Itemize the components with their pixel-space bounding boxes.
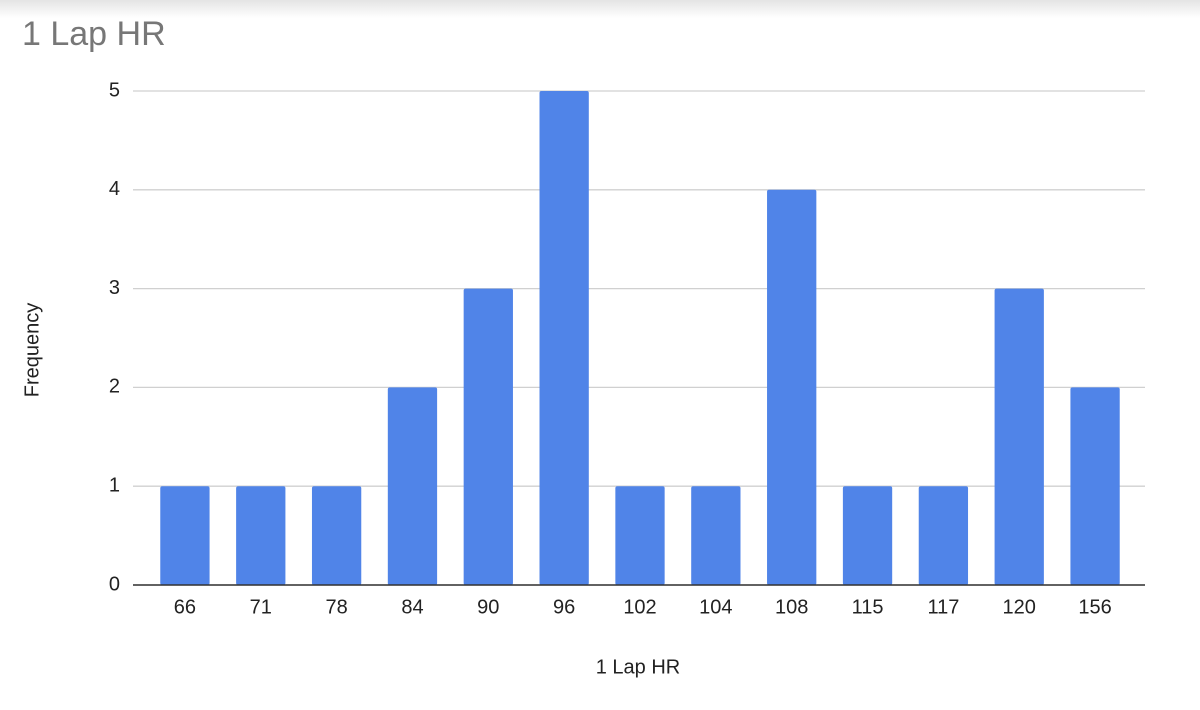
chart-title: 1 Lap HR — [22, 15, 166, 53]
y-tick-label: 0 — [109, 573, 120, 595]
x-tick-label: 117 — [927, 596, 959, 618]
bar — [767, 189, 817, 586]
x-tick-label: 78 — [325, 596, 347, 618]
y-tick-label: 1 — [109, 474, 120, 496]
bar — [160, 486, 210, 585]
x-tick-label: 108 — [775, 596, 808, 618]
x-tick-label: 115 — [852, 596, 884, 618]
bar — [463, 288, 513, 585]
bar — [311, 486, 362, 585]
x-tick-label: 102 — [623, 596, 656, 618]
y-tick-label: 4 — [109, 178, 120, 200]
bar — [615, 486, 665, 585]
bar — [1070, 387, 1120, 585]
y-axis-title: Frequency — [21, 303, 43, 398]
x-tick-label: 71 — [250, 596, 272, 618]
x-axis-title: 1 Lap HR — [596, 656, 681, 678]
top-shadow — [0, 0, 1200, 18]
x-tick-label: 156 — [1078, 596, 1111, 618]
x-tick-label: 84 — [401, 596, 423, 618]
y-tick-label: 5 — [109, 79, 120, 101]
x-tick-label: 90 — [477, 596, 499, 618]
bar — [539, 91, 589, 585]
bar — [691, 486, 741, 585]
x-tick-label: 96 — [553, 596, 575, 618]
bar — [236, 486, 286, 585]
x-tick-label: 104 — [699, 596, 732, 618]
x-tick-label: 66 — [174, 596, 196, 618]
y-tick-label: 2 — [109, 376, 120, 398]
bar — [842, 486, 893, 585]
y-tick-label: 3 — [109, 277, 120, 299]
x-tick-label: 120 — [1003, 596, 1036, 618]
bar — [387, 387, 438, 585]
bar — [918, 486, 969, 585]
bar — [994, 288, 1044, 585]
